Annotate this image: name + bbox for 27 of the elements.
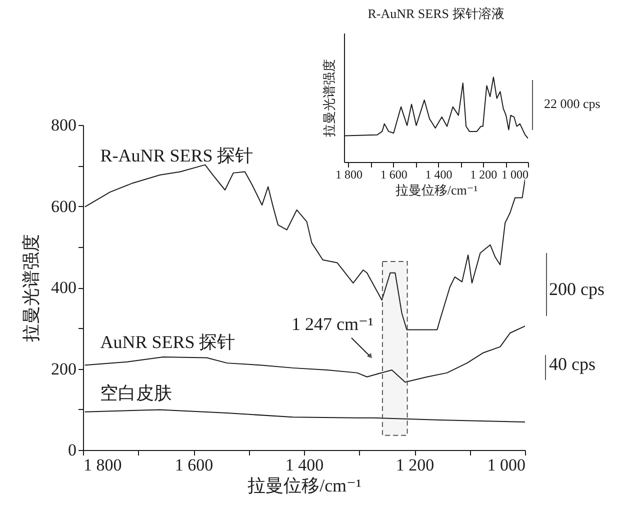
y-tick-label: 400 (51, 278, 76, 297)
text: 40 cps (549, 354, 596, 375)
y-tick-label: 200 (51, 359, 76, 378)
x-tick-label: 1 400 (285, 456, 324, 474)
y-tick-label: 800 (51, 116, 76, 134)
text: 22 000 cps (544, 96, 600, 112)
series-label: AuNR SERS 探针 (100, 332, 236, 352)
x-axis-title: 拉曼位移/cm⁻¹ (395, 182, 478, 198)
y-tick-label: 0 (68, 440, 76, 460)
x-axis-title: 拉曼位移/cm⁻¹ (248, 476, 362, 496)
x-tick-label: 1 200 (470, 168, 498, 182)
x-tick-label: 1 400 (425, 168, 452, 182)
x-tick-label: 1 000 (487, 456, 526, 474)
x-tick-label: 1 200 (396, 456, 434, 474)
text: 200 cps (549, 279, 604, 300)
y-tick-label: 600 (51, 196, 76, 216)
x-tick-label: 1 000 (502, 168, 528, 182)
x-tick-label: 1 600 (380, 168, 408, 182)
x-tick-label: 1 600 (174, 456, 214, 474)
band-label: 1 247 cm⁻¹ (292, 314, 374, 334)
series-label: 空白皮肤 (100, 382, 172, 403)
y-axis-title: 拉曼光谱强度 (322, 59, 336, 137)
x-tick-label: 1 800 (84, 456, 122, 474)
series-label: R-AuNR SERS 探针 (100, 146, 254, 166)
y-axis-title: 拉曼光谱强度 (21, 234, 41, 342)
chart-title: R-AuNR SERS 探针溶液 (368, 6, 504, 21)
x-tick-label: 1 800 (335, 168, 362, 182)
